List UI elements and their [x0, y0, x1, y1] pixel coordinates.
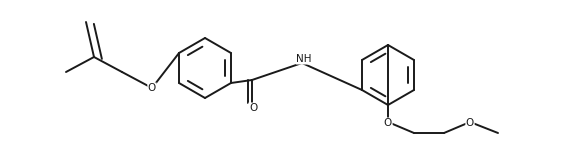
Text: O: O: [249, 103, 257, 113]
Text: O: O: [148, 83, 156, 93]
Text: O: O: [384, 118, 392, 128]
Text: O: O: [466, 118, 474, 128]
Text: NH: NH: [296, 54, 312, 64]
